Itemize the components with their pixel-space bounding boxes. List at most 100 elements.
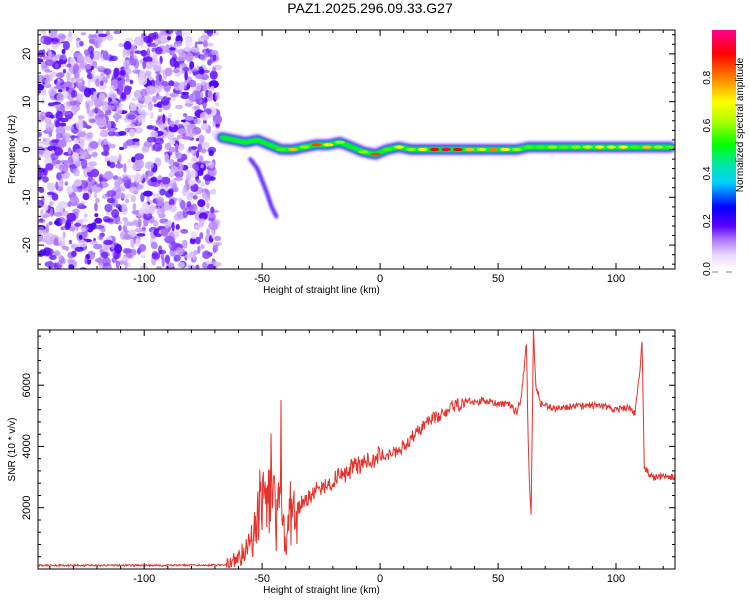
noise-blob: [45, 59, 54, 67]
ridge-point: [382, 147, 393, 152]
noise-blob: [42, 30, 47, 36]
noise-blob: [188, 179, 195, 186]
noise-blob: [81, 158, 88, 169]
noise-blob: [169, 47, 176, 51]
noise-blob: [142, 56, 153, 63]
noise-blob: [164, 67, 173, 77]
noise-blob: [75, 77, 83, 83]
noise-blob: [202, 261, 207, 269]
noise-blob: [74, 222, 82, 227]
noise-blob: [39, 218, 44, 222]
noise-blob: [142, 208, 152, 215]
noise-blob: [103, 239, 113, 245]
noise-blob: [132, 138, 140, 142]
y-tick-label: 20: [21, 48, 33, 60]
noise-blob: [195, 137, 200, 142]
noise-blob: [141, 146, 150, 153]
noise-blob: [42, 176, 49, 183]
noise-blob: [206, 191, 211, 198]
noise-blob: [43, 232, 53, 236]
noise-blob: [133, 36, 144, 46]
noise-blob: [59, 122, 67, 127]
noise-blob: [68, 264, 75, 269]
noise-blob: [200, 182, 205, 187]
noise-blob: [89, 118, 96, 124]
noise-blob: [68, 226, 76, 232]
noise-blob: [180, 228, 189, 234]
noise-blob: [207, 90, 213, 99]
noise-blob: [48, 221, 53, 226]
noise-blob: [99, 80, 104, 86]
noise-blob: [114, 102, 123, 107]
noise-blob: [58, 236, 65, 245]
noise-blob: [94, 217, 103, 224]
ridge-point: [488, 147, 499, 152]
noise-blob: [206, 263, 216, 269]
noise-blob: [167, 36, 171, 41]
spectrogram-x-ticks: -100 -50 0 50 100: [49, 30, 664, 285]
noise-blob: [190, 231, 197, 240]
noise-blob: [166, 220, 172, 227]
noise-blob: [180, 199, 186, 210]
noise-blob: [129, 79, 134, 85]
noise-blob: [169, 93, 179, 98]
noise-blob: [91, 50, 102, 61]
ridge-point: [582, 145, 593, 149]
noise-blob: [193, 224, 200, 231]
noise-blob: [146, 47, 150, 58]
noise-blob: [69, 100, 77, 106]
noise-blob: [131, 238, 135, 249]
noise-blob: [38, 186, 45, 193]
noise-blob: [109, 55, 118, 62]
noise-blob: [184, 115, 195, 121]
noise-blob: [196, 149, 200, 159]
noise-blob: [130, 182, 137, 187]
noise-blob: [45, 248, 54, 256]
noise-blob: [38, 170, 44, 181]
noise-blob: [150, 130, 159, 138]
noise-blob: [117, 221, 123, 225]
noise-blob: [45, 239, 54, 245]
y-tick-label: -10: [21, 189, 33, 205]
noise-blob: [151, 252, 161, 260]
noise-blob: [182, 113, 188, 117]
noise-blob: [177, 143, 185, 151]
noise-blob: [117, 77, 122, 81]
noise-blob: [152, 194, 158, 199]
noise-blob: [147, 101, 153, 111]
noise-blob: [215, 91, 219, 101]
noise-blob: [96, 66, 106, 70]
noise-blob: [204, 174, 211, 182]
noise-blob: [135, 237, 141, 247]
noise-blob: [84, 257, 89, 265]
noise-blob: [90, 168, 100, 178]
noise-blob: [81, 227, 87, 232]
noise-blob: [78, 218, 89, 223]
noise-blob: [91, 151, 98, 158]
noise-blob: [55, 181, 59, 190]
y-tick-label: -20: [21, 237, 33, 253]
noise-blob: [184, 253, 194, 259]
noise-blob: [74, 138, 79, 144]
noise-blob: [212, 120, 217, 127]
colorbar: 0.0 0.2 0.4 0.6 0.8 Normalized spectral ampl…: [702, 30, 746, 276]
noise-blob: [185, 52, 194, 62]
y-tick-label: 6000: [21, 373, 33, 397]
noise-blob: [200, 218, 205, 224]
noise-blob: [90, 111, 95, 117]
noise-blob: [50, 153, 59, 161]
noise-blob: [68, 239, 73, 245]
noise-blob: [205, 48, 210, 53]
noise-blob: [167, 113, 172, 118]
noise-blob: [210, 49, 218, 56]
spectrogram-x-axis-title: Height of straight line (km): [263, 285, 380, 296]
noise-blob: [174, 119, 180, 124]
noise-blob: [212, 244, 219, 253]
noise-blob: [40, 111, 47, 121]
noise-blob: [143, 190, 153, 197]
noise-blob: [137, 247, 141, 255]
y-tick-label: 0: [21, 146, 33, 152]
ridge-point: [299, 145, 310, 149]
noise-blob: [152, 219, 159, 227]
noise-blob: [73, 195, 78, 203]
